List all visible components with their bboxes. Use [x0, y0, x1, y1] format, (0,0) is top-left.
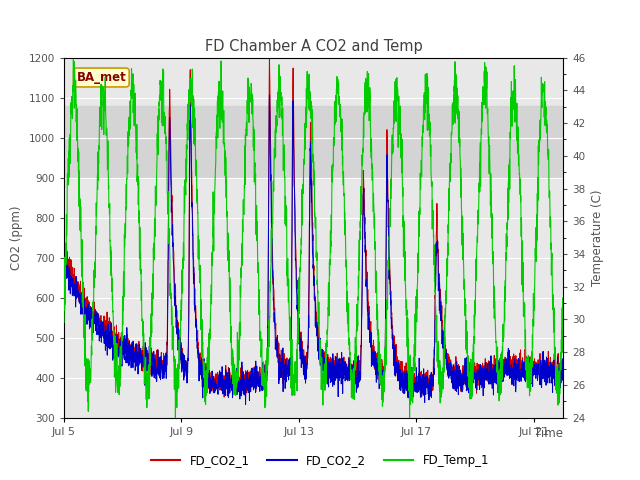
Text: Time: Time [534, 427, 563, 440]
Text: BA_met: BA_met [77, 71, 126, 84]
Y-axis label: CO2 (ppm): CO2 (ppm) [10, 205, 23, 270]
Legend: FD_CO2_1, FD_CO2_2, FD_Temp_1: FD_CO2_1, FD_CO2_2, FD_Temp_1 [146, 449, 494, 472]
Y-axis label: Temperature (C): Temperature (C) [591, 189, 604, 286]
Bar [64, 106, 563, 178]
Title: FD Chamber A CO2 and Temp: FD Chamber A CO2 and Temp [205, 39, 422, 54]
